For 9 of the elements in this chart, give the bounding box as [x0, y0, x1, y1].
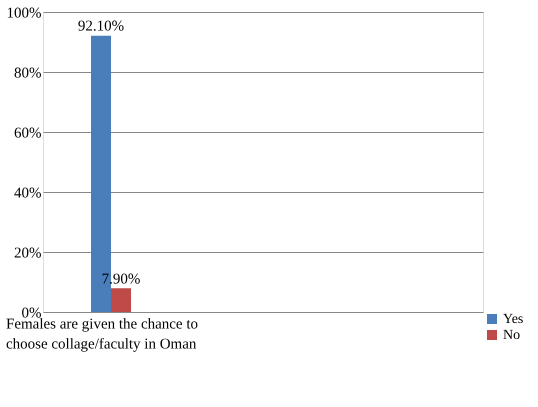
y-tick-label: 40% — [14, 186, 42, 202]
legend-label: Yes — [503, 312, 524, 327]
y-tick-label: 100% — [6, 6, 42, 22]
data-label: 92.10% — [78, 18, 124, 35]
legend-label: No — [503, 328, 520, 343]
y-tick-label: 20% — [14, 246, 42, 262]
y-tick-label: 60% — [14, 126, 42, 142]
x-tick-label: Females are given the chance to choose collage/faculty in Oman — [6, 316, 198, 352]
y-tick-label: 80% — [14, 66, 42, 82]
